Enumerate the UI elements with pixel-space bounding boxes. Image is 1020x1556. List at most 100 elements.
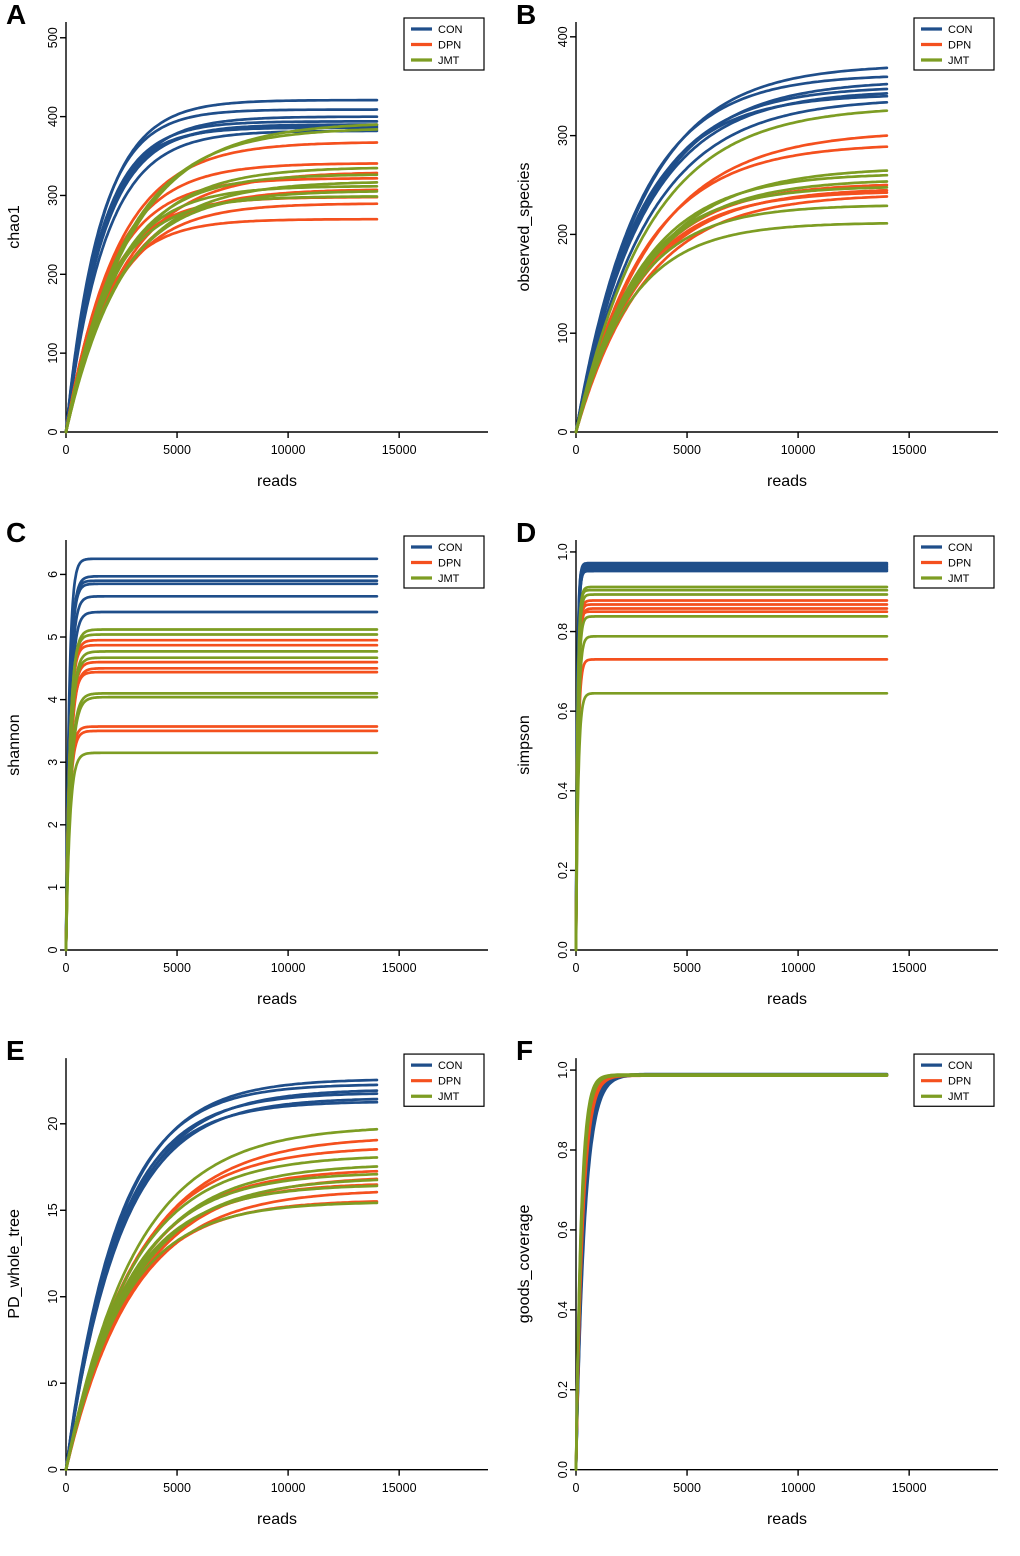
svg-text:2: 2: [46, 821, 60, 828]
svg-text:15000: 15000: [892, 961, 927, 975]
svg-text:goods_coverage: goods_coverage: [515, 1204, 533, 1323]
svg-text:shannon: shannon: [6, 714, 23, 775]
svg-text:10: 10: [46, 1290, 60, 1304]
svg-text:10000: 10000: [781, 961, 816, 975]
svg-text:1.0: 1.0: [556, 1061, 570, 1078]
simpson-plot: 0 5000 10000 15000 0.0 0.2 0.4 0.6 0.8 1.0 reads si…: [516, 535, 998, 1008]
svg-text:0: 0: [46, 1466, 60, 1473]
svg-text:0.8: 0.8: [556, 1141, 570, 1158]
svg-text:PD_whole_tree: PD_whole_tree: [5, 1209, 23, 1319]
svg-text:5: 5: [46, 633, 60, 640]
svg-text:reads: reads: [767, 991, 807, 1008]
svg-text:100: 100: [556, 323, 570, 344]
svg-text:200: 200: [556, 224, 570, 245]
svg-text:5: 5: [46, 1380, 60, 1387]
svg-text:reads: reads: [257, 473, 297, 490]
svg-text:5000: 5000: [163, 443, 191, 457]
svg-text:0: 0: [63, 961, 70, 975]
observed-species-plot: 0 5000 10000 15000 0 100 200 300 400 reads observe…: [516, 17, 998, 490]
svg-text:reads: reads: [257, 1510, 297, 1528]
svg-text:CON: CON: [438, 542, 463, 554]
svg-text:10000: 10000: [271, 1481, 306, 1495]
svg-text:0.8: 0.8: [556, 623, 570, 640]
svg-text:15: 15: [46, 1203, 60, 1217]
svg-text:observed_species: observed_species: [516, 163, 533, 292]
svg-text:CON: CON: [948, 1060, 972, 1072]
svg-text:0.2: 0.2: [556, 862, 570, 879]
svg-text:10000: 10000: [271, 961, 306, 975]
svg-text:500: 500: [46, 27, 60, 48]
svg-text:5000: 5000: [673, 1481, 701, 1495]
svg-text:0: 0: [46, 946, 60, 953]
svg-text:0: 0: [46, 428, 60, 435]
svg-text:5000: 5000: [163, 1481, 191, 1495]
chao1-plot: 0 5000 10000 15000 0 100 200 300 400 500 reads chao…: [6, 17, 488, 490]
svg-text:DPN: DPN: [948, 1075, 971, 1087]
svg-text:0: 0: [556, 428, 570, 435]
svg-text:JMT: JMT: [948, 55, 970, 67]
svg-text:1.0: 1.0: [556, 543, 570, 560]
panel-label-d: D: [516, 517, 537, 548]
panel-chao1: A 0 5000 10000 15000 0 100 200 300 400 500 reads ch…: [0, 0, 510, 518]
shannon-plot: 0 5000 10000 15000 0 1 2 3 4 5 6 reads shannon CON DPN…: [6, 535, 488, 1008]
svg-text:reads: reads: [767, 473, 807, 490]
pd-whole-tree-plot: 0 5000 10000 15000 0 5 10 15 20 reads PD_whole_tre…: [5, 1053, 488, 1528]
goods-coverage-plot: 0 5000 10000 15000 0.0 0.2 0.4 0.6 0.8 1.0 reads go…: [515, 1053, 998, 1528]
svg-text:reads: reads: [767, 1510, 807, 1528]
svg-text:DPN: DPN: [438, 557, 461, 569]
svg-text:10000: 10000: [271, 443, 306, 457]
svg-text:400: 400: [46, 106, 60, 127]
panel-label-c: C: [6, 517, 27, 548]
svg-text:10000: 10000: [781, 1481, 816, 1495]
svg-text:15000: 15000: [382, 443, 417, 457]
svg-text:DPN: DPN: [438, 39, 461, 51]
svg-text:15000: 15000: [382, 961, 417, 975]
svg-text:300: 300: [46, 185, 60, 206]
svg-text:DPN: DPN: [948, 39, 971, 51]
svg-text:5000: 5000: [673, 443, 701, 457]
svg-text:100: 100: [46, 343, 60, 364]
svg-text:DPN: DPN: [438, 1075, 461, 1087]
svg-text:200: 200: [46, 264, 60, 285]
panel-goods-coverage: F 0 5000 10000 15000 0.0 0.2 0.4 0.6 0.8 1.0 reads…: [510, 1035, 1020, 1556]
svg-text:0.6: 0.6: [556, 702, 570, 719]
svg-text:0.4: 0.4: [556, 1301, 570, 1318]
svg-text:reads: reads: [257, 991, 297, 1008]
svg-text:15000: 15000: [892, 1481, 927, 1495]
svg-text:JMT: JMT: [948, 1091, 970, 1103]
svg-text:CON: CON: [438, 24, 463, 36]
svg-text:300: 300: [556, 125, 570, 146]
svg-text:0.2: 0.2: [556, 1381, 570, 1398]
panel-label-a: A: [6, 0, 27, 30]
svg-text:CON: CON: [438, 1060, 462, 1072]
svg-text:0: 0: [63, 443, 70, 457]
svg-text:0.0: 0.0: [556, 1461, 570, 1478]
svg-text:0: 0: [573, 961, 580, 975]
svg-text:4: 4: [46, 696, 60, 703]
panel-shannon: C 0 5000 10000 15000 0 1 2 3 4 5 6 reads shannon CON D…: [0, 517, 510, 1036]
svg-text:0.4: 0.4: [556, 782, 570, 799]
svg-text:10000: 10000: [781, 443, 816, 457]
panel-pd-whole-tree: E 0 5000 10000 15000 0 5 10 15 20 reads PD_whole_t…: [0, 1035, 510, 1556]
svg-text:JMT: JMT: [948, 573, 970, 585]
svg-text:15000: 15000: [382, 1481, 417, 1495]
svg-text:15000: 15000: [892, 443, 927, 457]
panel-label-f: F: [516, 1035, 534, 1066]
svg-text:simpson: simpson: [516, 715, 533, 775]
svg-text:DPN: DPN: [948, 557, 971, 569]
svg-text:CON: CON: [948, 542, 973, 554]
panel-simpson: D 0 5000 10000 15000 0.0 0.2 0.4 0.6 0.8 1.0 reads…: [510, 517, 1020, 1036]
svg-text:400: 400: [556, 26, 570, 47]
svg-text:JMT: JMT: [438, 1091, 460, 1103]
svg-text:0: 0: [573, 1481, 580, 1495]
svg-text:0: 0: [63, 1481, 70, 1495]
panel-label-b: B: [516, 0, 537, 30]
svg-text:20: 20: [46, 1117, 60, 1131]
svg-text:0.6: 0.6: [556, 1221, 570, 1238]
panel-label-e: E: [6, 1035, 25, 1066]
svg-text:0.0: 0.0: [556, 941, 570, 958]
svg-text:5000: 5000: [163, 961, 191, 975]
svg-text:1: 1: [46, 884, 60, 891]
svg-text:chao1: chao1: [6, 205, 23, 249]
